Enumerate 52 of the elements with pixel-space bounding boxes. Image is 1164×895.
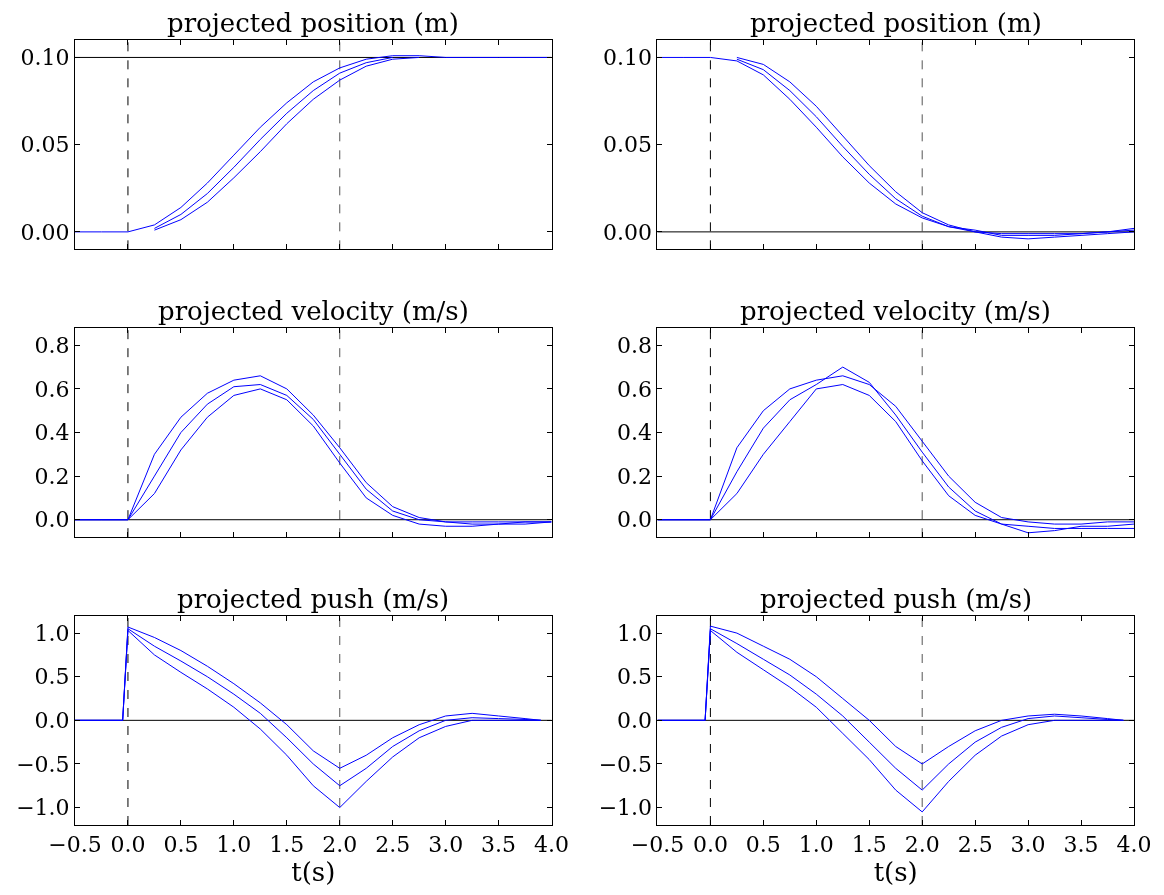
chart-title: projected position (m) [167,8,459,38]
y-tick-label: 0.0 [34,507,70,533]
y-tick-label: 0.8 [617,332,653,358]
x-tick-label: 0.0 [110,832,146,858]
y-tick-label: 0.0 [34,708,70,734]
x-axis-title: t(s) [873,857,918,888]
y-tick-label: 0.10 [20,45,70,71]
y-tick-label: −0.5 [16,751,70,777]
chart-title: projected push (m/s) [177,584,450,614]
x-tick-label: 0.5 [745,832,781,858]
x-tick-label: 4.0 [534,832,570,858]
y-tick-label: 0.05 [603,132,653,158]
x-tick-label: 0.5 [163,832,199,858]
x-tick-label: 3.5 [1063,832,1099,858]
x-tick-label: 1.0 [798,832,834,858]
chart-title: projected velocity (m/s) [740,296,1051,326]
y-tick-label: 0.6 [34,376,70,402]
y-tick-label: −0.5 [598,751,653,777]
y-tick-label: 0.0 [617,708,653,734]
x-tick-label: 3.5 [481,832,517,858]
y-tick-label: 1.0 [34,620,70,646]
x-tick-label: 3.0 [1010,832,1046,858]
y-tick-label: 0.8 [34,332,70,358]
y-tick-label: −1.0 [598,795,653,821]
chart-title: projected push (m/s) [760,584,1033,614]
x-tick-label: 2.0 [904,832,940,858]
x-tick-label: 2.0 [322,832,358,858]
x-tick-label: 2.5 [375,832,411,858]
y-tick-label: 0.10 [603,45,653,71]
x-tick-label: 1.0 [216,832,252,858]
y-tick-label: 0.5 [617,664,653,690]
x-axis-title: t(s) [291,857,336,888]
x-tick-label: 1.5 [851,832,887,858]
x-tick-label: 3.0 [428,832,464,858]
y-tick-label: 0.00 [603,219,653,245]
y-tick-label: 0.00 [20,219,70,245]
chart-title: projected position (m) [750,8,1042,38]
x-tick-label: 2.5 [957,832,993,858]
x-tick-label: 0.0 [692,832,728,858]
y-tick-label: 0.2 [617,463,653,489]
chart-title: projected velocity (m/s) [158,296,469,326]
x-tick-label: 1.5 [269,832,305,858]
y-tick-label: 0.5 [34,664,70,690]
x-tick-label: 4.0 [1116,832,1152,858]
y-tick-label: 0.4 [34,420,70,446]
y-tick-label: 0.2 [34,463,70,489]
y-tick-label: 0.0 [617,507,653,533]
y-tick-label: 0.6 [617,376,653,402]
y-tick-label: 1.0 [617,620,653,646]
y-tick-label: −1.0 [16,795,70,821]
y-tick-label: 0.05 [20,132,70,158]
y-tick-label: 0.4 [617,420,653,446]
